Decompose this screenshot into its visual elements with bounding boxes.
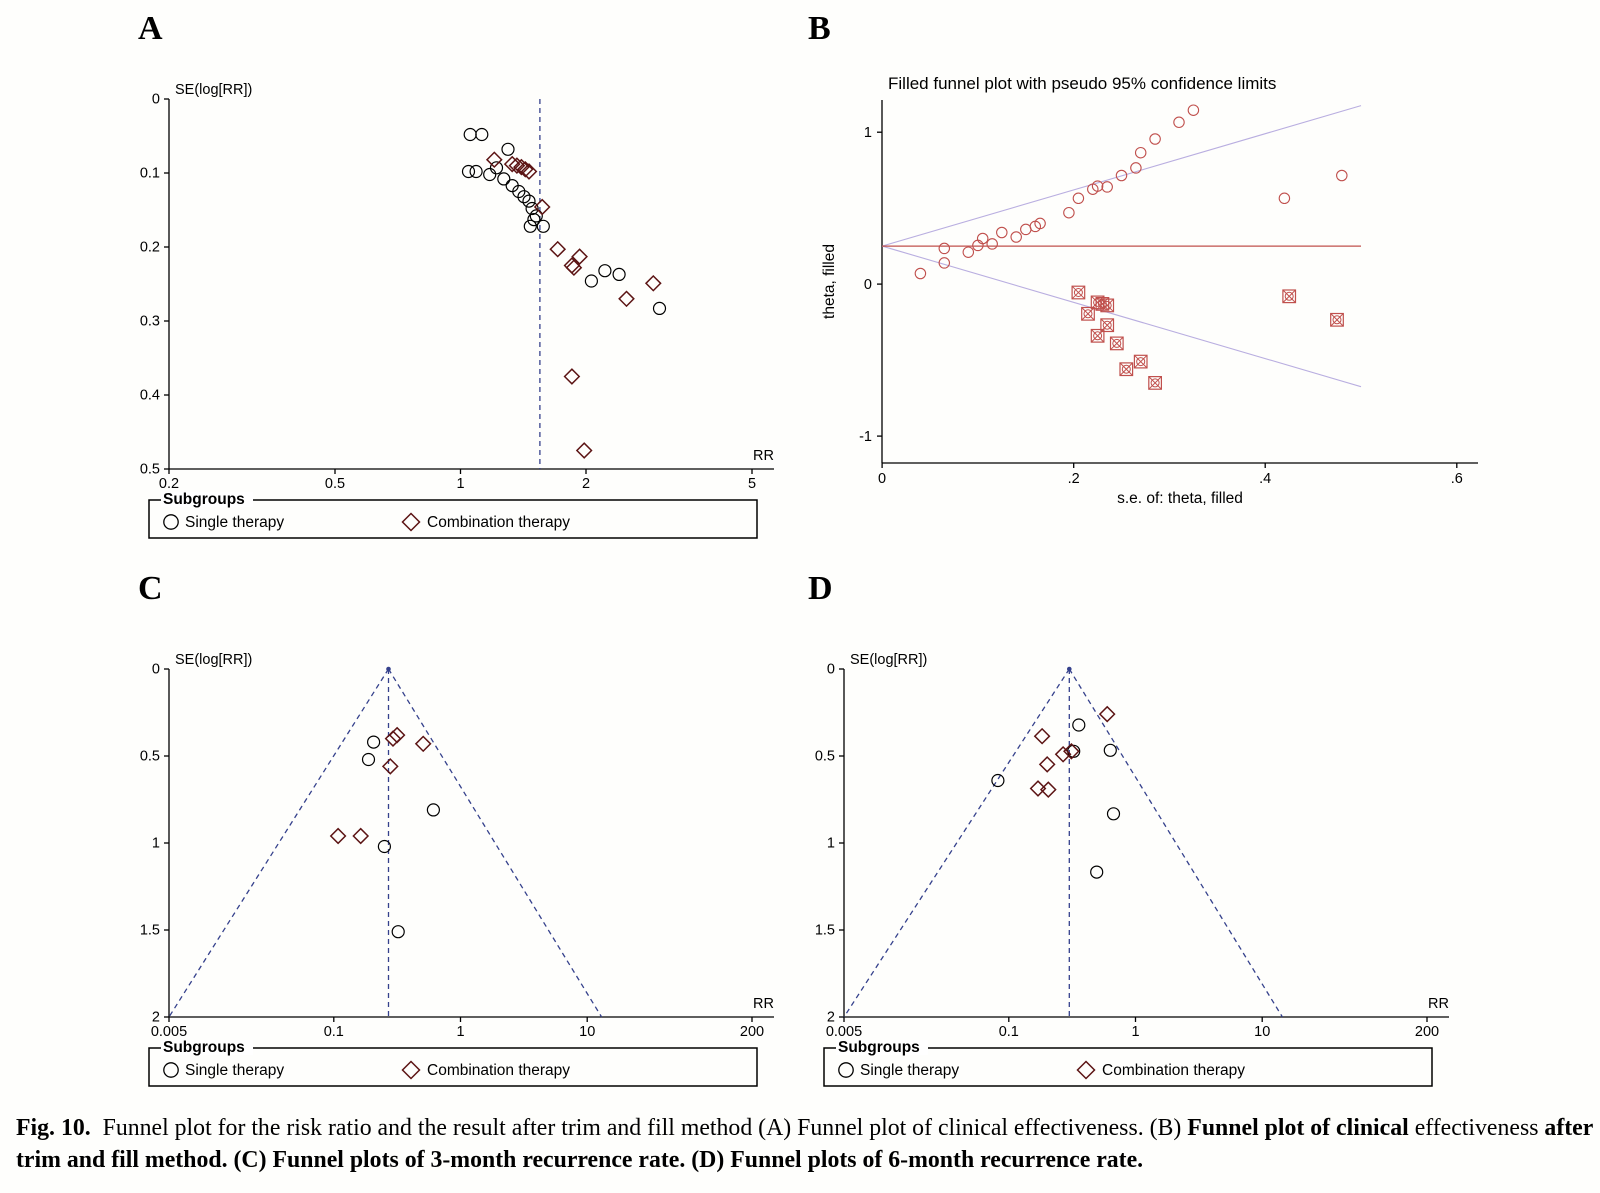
svg-text:2: 2 [582, 476, 590, 492]
svg-text:0.1: 0.1 [140, 166, 160, 182]
svg-text:-1: -1 [859, 429, 872, 445]
svg-text:.6: .6 [1451, 471, 1463, 487]
svg-text:1: 1 [456, 476, 464, 492]
svg-text:0: 0 [864, 277, 872, 293]
svg-text:0.5: 0.5 [325, 476, 345, 492]
svg-text:1: 1 [827, 836, 835, 852]
svg-text:200: 200 [740, 1024, 764, 1040]
svg-text:Combination therapy: Combination therapy [1102, 1062, 1245, 1079]
svg-text:.2: .2 [1068, 471, 1080, 487]
svg-text:Combination therapy: Combination therapy [427, 514, 570, 531]
svg-text:SE(log[RR]): SE(log[RR]) [850, 652, 927, 668]
svg-text:0: 0 [152, 92, 160, 108]
svg-text:1: 1 [456, 1024, 464, 1040]
svg-text:0: 0 [878, 471, 886, 487]
svg-text:0.2: 0.2 [159, 476, 179, 492]
svg-text:Subgroups: Subgroups [163, 1039, 245, 1056]
svg-text:s.e. of: theta, filled: s.e. of: theta, filled [1117, 490, 1243, 507]
svg-text:Subgroups: Subgroups [838, 1039, 920, 1056]
svg-text:0.5: 0.5 [140, 749, 160, 765]
svg-text:Subgroups: Subgroups [163, 491, 245, 508]
svg-text:0.2: 0.2 [140, 240, 160, 256]
svg-text:.4: .4 [1259, 471, 1271, 487]
svg-text:0.5: 0.5 [815, 749, 835, 765]
svg-text:0: 0 [827, 662, 835, 678]
svg-text:10: 10 [1254, 1024, 1270, 1040]
svg-text:0.1: 0.1 [324, 1024, 344, 1040]
svg-text:SE(log[RR]): SE(log[RR]) [175, 82, 252, 98]
svg-text:0: 0 [152, 662, 160, 678]
svg-text:0.1: 0.1 [999, 1024, 1019, 1040]
svg-text:Single therapy: Single therapy [860, 1062, 959, 1079]
svg-text:1: 1 [152, 836, 160, 852]
svg-text:Single therapy: Single therapy [185, 1062, 284, 1079]
svg-text:0.005: 0.005 [826, 1024, 862, 1040]
svg-text:0.3: 0.3 [140, 314, 160, 330]
svg-text:RR: RR [1428, 996, 1449, 1012]
svg-text:RR: RR [753, 996, 774, 1012]
svg-text:200: 200 [1415, 1024, 1439, 1040]
svg-text:0.5: 0.5 [140, 462, 160, 478]
svg-text:SE(log[RR]): SE(log[RR]) [175, 652, 252, 668]
svg-text:1: 1 [864, 125, 872, 141]
svg-text:5: 5 [748, 476, 756, 492]
svg-text:0.4: 0.4 [140, 388, 160, 404]
svg-text:0.005: 0.005 [151, 1024, 187, 1040]
svg-text:1.5: 1.5 [140, 923, 160, 939]
svg-text:Filled funnel plot with pseudo: Filled funnel plot with pseudo 95% confi… [888, 74, 1276, 93]
svg-text:10: 10 [579, 1024, 595, 1040]
svg-text:RR: RR [753, 448, 774, 464]
svg-text:Combination therapy: Combination therapy [427, 1062, 570, 1079]
svg-text:Single therapy: Single therapy [185, 514, 284, 531]
svg-text:1.5: 1.5 [815, 923, 835, 939]
svg-text:theta, filled: theta, filled [821, 244, 838, 319]
svg-text:1: 1 [1131, 1024, 1139, 1040]
